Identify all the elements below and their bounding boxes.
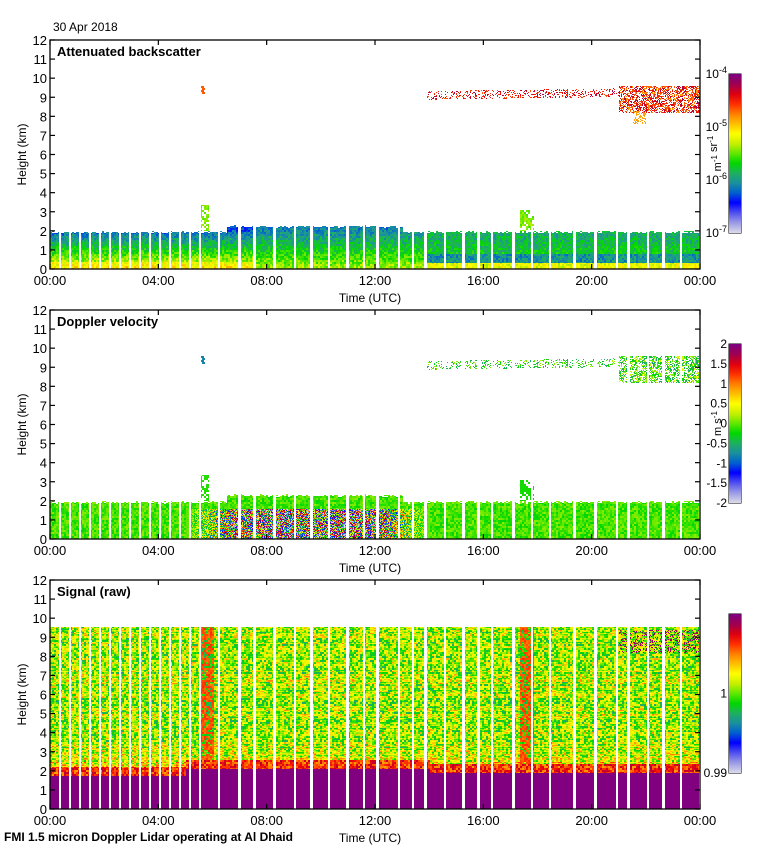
y-tick-label: 0 [40,262,47,277]
y-tick-label: 5 [40,707,47,722]
y-tick-label: 7 [40,398,47,413]
x-tick-label: 08:00 [250,273,283,288]
y-tick-label: 7 [40,668,47,683]
y-tick-label: 9 [40,90,47,105]
y-tick-label: 8 [40,649,47,664]
y-tick-label: 6 [40,418,47,433]
y-tick-label: 3 [40,745,47,760]
x-tick-label: 20:00 [575,273,608,288]
colorbar-tick-label: 0.5 [710,397,727,411]
colorbar-tick-label: -1 [716,456,727,470]
x-tick-label: 20:00 [575,813,608,828]
y-tick-label: 4 [40,186,47,201]
heatmap-image [50,40,700,269]
y-tick-label: 5 [40,167,47,182]
y-tick-label: 10 [33,341,47,356]
colorbar-tick-label: -2 [716,496,727,510]
x-tick-label: 16:00 [467,273,500,288]
y-tick-label: 4 [40,726,47,741]
colorbar [729,614,741,773]
y-tick-label: 12 [33,303,47,318]
y-tick-label: 10 [33,611,47,626]
y-tick-label: 9 [40,630,47,645]
y-axis-label: Height (km) [15,663,29,725]
y-tick-label: 9 [40,360,47,375]
y-tick-label: 1 [40,513,47,528]
y-tick-label: 2 [40,764,47,779]
colorbar [729,74,741,233]
x-axis-label: Time (UTC) [339,831,401,845]
y-tick-label: 12 [33,33,47,48]
x-tick-label: 08:00 [250,543,283,558]
y-tick-label: 0 [40,532,47,547]
x-tick-label: 00:00 [684,813,717,828]
x-tick-label: 12:00 [359,273,392,288]
heatmap-image [50,310,700,539]
y-tick-label: 3 [40,205,47,220]
y-tick-label: 11 [34,322,48,337]
colorbar-tick-label: 10-4 [706,65,727,81]
y-tick-label: 8 [40,109,47,124]
colorbar-tick-label: 0 [720,417,727,431]
colorbar-tick-label: 1 [720,377,727,391]
colorbar-tick-label: 1.5 [710,357,727,371]
y-tick-label: 11 [34,52,48,67]
y-tick-label: 1 [40,783,47,798]
y-tick-label: 7 [40,128,47,143]
y-tick-label: 6 [40,148,47,163]
y-tick-label: 5 [40,437,47,452]
colorbar-tick-label: -0.5 [706,436,727,450]
y-tick-label: 8 [40,379,47,394]
colorbar-units-label: m-1 sr-1 [706,135,724,171]
x-tick-label: 08:00 [250,813,283,828]
footer-caption: FMI 1.5 micron Doppler Lidar operating a… [4,830,293,844]
y-tick-label: 1 [40,243,47,258]
x-axis-label: Time (UTC) [339,561,401,575]
y-tick-label: 2 [40,224,47,239]
x-tick-label: 00:00 [684,543,717,558]
colorbar-tick-label: 1 [720,687,727,701]
x-tick-label: 20:00 [575,543,608,558]
colorbar-tick-label: 10-6 [706,171,727,187]
x-tick-label: 00:00 [684,273,717,288]
colorbar-units-label: m s-1 [710,411,724,436]
y-tick-label: 4 [40,456,47,471]
x-tick-label: 12:00 [359,543,392,558]
x-tick-label: 00:00 [34,273,67,288]
x-tick-label: 00:00 [34,543,67,558]
y-tick-label: 0 [40,802,47,817]
colorbar-tick-label: 10-5 [706,118,727,134]
y-tick-label: 12 [33,573,47,588]
x-tick-label: 04:00 [142,543,175,558]
x-tick-label: 04:00 [142,813,175,828]
y-tick-label: 6 [40,688,47,703]
x-tick-label: 16:00 [467,543,500,558]
y-tick-label: 11 [34,592,48,607]
y-axis-label: Height (km) [15,123,29,185]
y-tick-label: 3 [40,475,47,490]
y-tick-label: 2 [40,494,47,509]
x-tick-label: 12:00 [359,813,392,828]
x-tick-label: 00:00 [34,813,67,828]
x-axis-label: Time (UTC) [339,291,401,305]
y-tick-label: 10 [33,71,47,86]
colorbar-tick-label: 10-7 [706,224,727,240]
colorbar-tick-label: -1.5 [706,476,727,490]
x-tick-label: 04:00 [142,273,175,288]
y-axis-label: Height (km) [15,393,29,455]
colorbar-tick-label: 2 [720,337,727,351]
heatmap-image [50,580,700,809]
x-tick-label: 16:00 [467,813,500,828]
colorbar-tick-label: 0.99 [704,766,728,780]
date-label: 30 Apr 2018 [53,20,118,34]
colorbar [729,344,741,503]
